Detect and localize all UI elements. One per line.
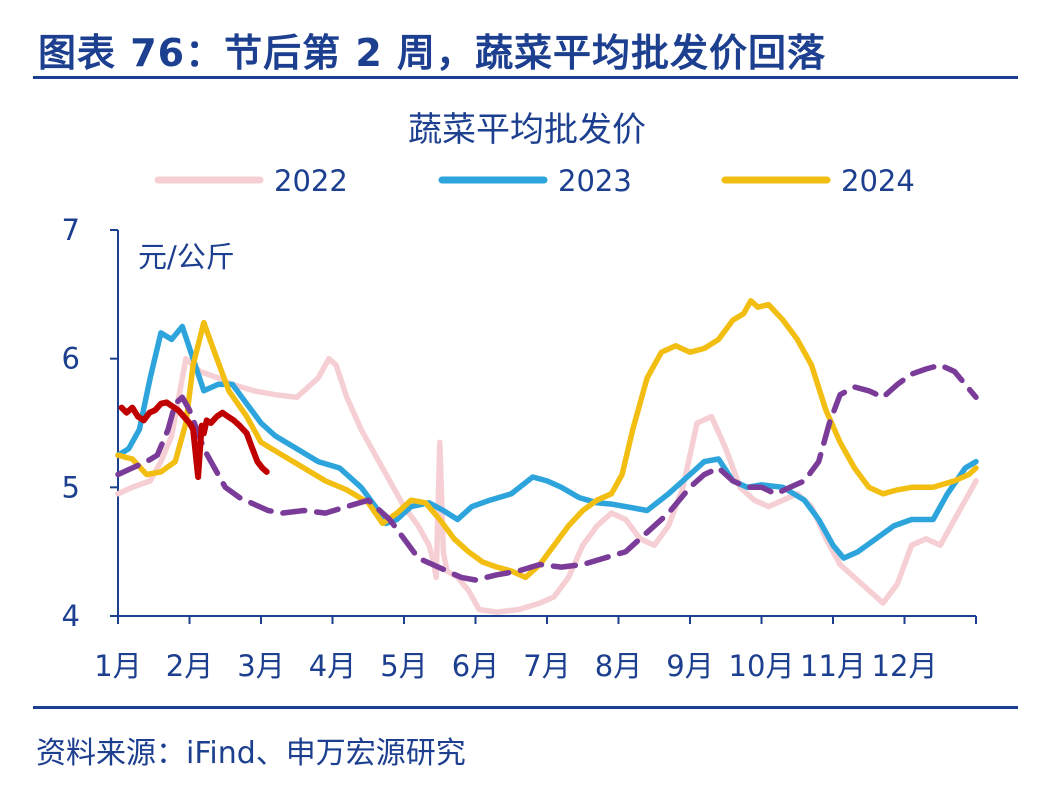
x-tick-label: 3月 [237, 649, 284, 683]
y-tick-label: 6 [62, 342, 80, 376]
x-tick-label: 9月 [666, 649, 713, 683]
source-note: 资料来源：iFind、申万宏源研究 [36, 736, 466, 771]
chart-series [115, 298, 979, 615]
x-tick-label: 1月 [94, 649, 141, 683]
series-line-2025 [115, 362, 979, 583]
y-tick-label: 4 [62, 599, 80, 633]
x-tick-label: 7月 [523, 649, 570, 683]
series-line-2023 [115, 323, 979, 561]
x-tick-label: 2月 [166, 649, 213, 683]
x-tick-label: 5月 [380, 649, 427, 683]
chart-legend: 2022 2023 2024 [154, 164, 915, 198]
bottom-rule [33, 706, 1018, 709]
x-tick-label: 6月 [452, 649, 499, 683]
legend-label-2024: 2024 [841, 164, 915, 198]
y-tick-label: 5 [62, 470, 80, 504]
header-title: 图表 76：节后第 2 周，蔬菜平均批发价回落 [38, 31, 827, 75]
series-line-2022 [115, 355, 979, 615]
top-rule [33, 76, 1018, 79]
axis-ticks: 4 5 6 7 1月 2月 3月 4月 5月 6月 7月 8月 9月 10月 11月 12月 [62, 213, 977, 683]
chart-title: 蔬菜平均批发价 [408, 110, 646, 150]
series-line-2025-current [118, 399, 270, 480]
x-tick-label: 10月 [729, 649, 795, 683]
x-tick-label: 11月 [800, 649, 866, 683]
legend-label-2023: 2023 [558, 164, 632, 198]
series-line-2024 [115, 298, 979, 581]
y-tick-label: 7 [62, 213, 80, 247]
x-tick-label: 8月 [595, 649, 642, 683]
y-unit-label: 元/公斤 [138, 240, 235, 274]
x-tick-label: 4月 [309, 649, 356, 683]
line-chart: 蔬菜平均批发价 2022 2023 2024 元/公斤 4 5 6 7 1月 2月 3月 4月 5月… [62, 110, 979, 683]
x-tick-label: 12月 [872, 649, 938, 683]
legend-label-2022: 2022 [274, 164, 348, 198]
